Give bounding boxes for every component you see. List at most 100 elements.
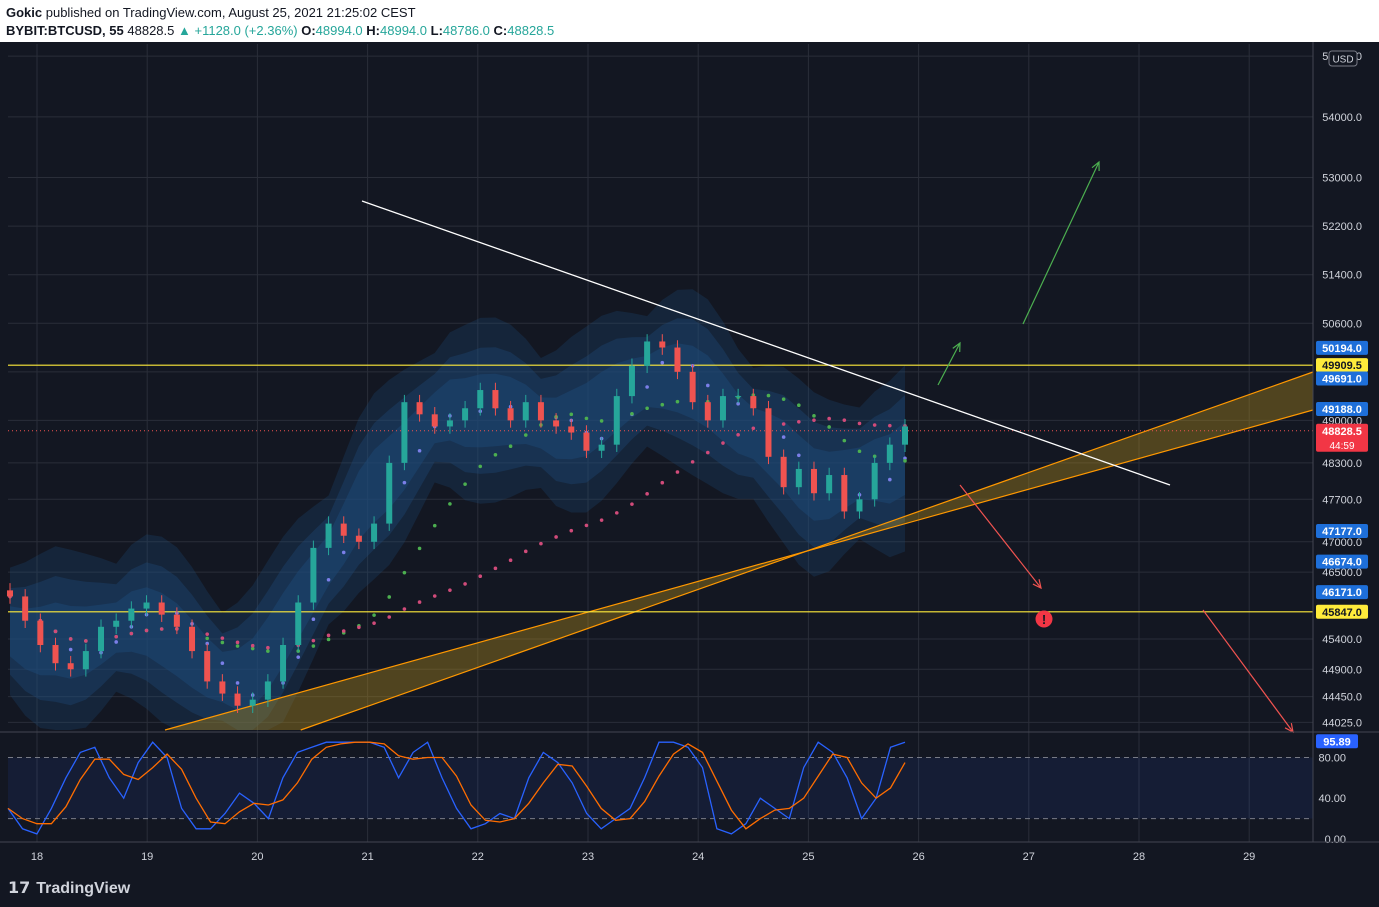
ma-slow-dot — [159, 627, 164, 631]
channel-lower-line[interactable] — [164, 409, 1314, 731]
alert-icon-glyph: ! — [1042, 612, 1046, 627]
volatility-band — [10, 343, 905, 710]
ma-mid-dot — [569, 412, 574, 417]
stoch-tick-label[interactable]: 40.00 — [1318, 793, 1346, 805]
ma-slow-dot — [599, 518, 604, 522]
ma-mid-dot — [660, 402, 665, 407]
stoch-value-box[interactable] — [1316, 734, 1358, 749]
ma-mid-dot — [599, 419, 604, 423]
bear-arrow-long[interactable] — [1202, 609, 1294, 733]
stoch-band — [8, 757, 1313, 819]
ma-mid-dot — [842, 438, 847, 443]
ma-slow-dot — [584, 523, 589, 528]
time-tick-label[interactable]: 23 — [582, 851, 594, 863]
ma-fast-dot — [417, 448, 422, 453]
price-tick-label[interactable]: 47700.0 — [1322, 494, 1362, 506]
bear-arrow-short[interactable] — [959, 484, 1042, 589]
ma-fast-dot — [296, 655, 301, 659]
price-tick-label[interactable]: 45400.0 — [1322, 634, 1362, 646]
time-tick-label[interactable]: 22 — [472, 851, 484, 863]
time-tick-label[interactable]: 29 — [1243, 851, 1255, 863]
candle-body — [583, 432, 590, 451]
ma-mid-dot — [205, 636, 210, 641]
price-tick-label[interactable]: 48300.0 — [1322, 458, 1362, 470]
price-tick-label[interactable]: 54000.0 — [1322, 112, 1362, 124]
ascending-channel[interactable] — [164, 371, 1314, 731]
price-tick-label[interactable]: 47000.0 — [1322, 537, 1362, 549]
price-tick-label[interactable]: 51400.0 — [1322, 270, 1362, 282]
bull-arrow-long-head[interactable] — [1091, 160, 1100, 172]
publish-info: published on TradingView.com, August 25,… — [42, 5, 416, 20]
volatility-band — [10, 318, 905, 730]
symbol-label[interactable]: BYBIT:BTCUSD, 55 — [6, 23, 124, 38]
bear-arrow-short-head[interactable] — [1032, 579, 1042, 590]
price-label-box[interactable] — [1316, 401, 1368, 416]
stochastic-pane — [0, 731, 1379, 835]
time-tick-label[interactable]: 28 — [1133, 851, 1145, 863]
ma-slow-dot — [781, 422, 786, 426]
price-label-box[interactable] — [1316, 358, 1368, 373]
chart-canvas[interactable]: ! 55000.054000.053000.052200.051400.0506… — [0, 42, 1379, 907]
publish-line: Gokic published on TradingView.com, Augu… — [6, 5, 416, 20]
ma-slow-dot — [539, 541, 543, 546]
ma-fast-dot — [220, 661, 225, 666]
bull-arrow-short[interactable] — [937, 342, 961, 386]
time-tick-label[interactable]: 20 — [251, 851, 263, 863]
price-tick-label[interactable]: 53000.0 — [1322, 173, 1362, 185]
ma-fast-dot — [660, 360, 665, 365]
chart-header: Gokic published on TradingView.com, Augu… — [0, 0, 1379, 42]
candle-body — [765, 408, 772, 457]
tradingview-logo[interactable]: 𝟭𝟳 TradingView — [8, 878, 130, 898]
time-tick-label[interactable]: 25 — [802, 851, 814, 863]
price-axis[interactable]: 55000.054000.053000.052200.051400.050600… — [1312, 42, 1368, 846]
author-name[interactable]: Gokic — [6, 5, 43, 20]
time-tick-label[interactable]: 19 — [141, 851, 153, 863]
ma-mid-dot — [781, 397, 786, 401]
candle-body — [355, 535, 362, 542]
price-tick-label[interactable]: 50600.0 — [1322, 318, 1362, 330]
time-tick-label[interactable]: 24 — [692, 851, 704, 863]
ma-slow-dot — [84, 639, 88, 643]
alert-icon[interactable] — [1035, 610, 1053, 628]
bull-arrow-short-head[interactable] — [952, 341, 961, 353]
price-label-box[interactable] — [1316, 371, 1368, 386]
ma-mid-dot — [448, 502, 452, 506]
ma-slow-dot — [129, 631, 134, 636]
stoch-tick-label[interactable]: 0.00 — [1325, 834, 1346, 846]
time-tick-label[interactable]: 26 — [912, 851, 924, 863]
trendlines[interactable]: ! — [361, 160, 1294, 734]
time-tick-label[interactable]: 18 — [31, 851, 43, 863]
ma-slow-dot — [432, 594, 437, 598]
ma-slow-dot — [341, 629, 346, 633]
ma-fast-dot — [888, 477, 892, 482]
candle-body — [795, 468, 802, 488]
ma-mid-dot — [857, 449, 862, 454]
price-label-box[interactable] — [1316, 554, 1368, 569]
time-tick-label[interactable]: 27 — [1023, 851, 1035, 863]
ma-slow-dot — [888, 423, 892, 428]
ma-slow-dot — [357, 625, 361, 630]
candle-body — [886, 444, 893, 463]
time-axis[interactable]: 18 19 20 21 22 23 24 25 26 27 28 29 — [0, 841, 1379, 863]
currency-badge[interactable] — [1328, 50, 1358, 67]
bull-arrow-long[interactable] — [1022, 161, 1100, 325]
resistance-trendline[interactable] — [361, 200, 1171, 486]
ma-slow-dot — [690, 460, 695, 464]
price-tick-label[interactable]: 44025.0 — [1322, 717, 1362, 729]
price-label-box[interactable] — [1316, 524, 1368, 539]
tradingview-logo-icon: 𝟭𝟳 — [8, 880, 31, 897]
price-label-box[interactable] — [1316, 604, 1368, 619]
price-label-box[interactable] — [1316, 340, 1368, 355]
time-tick-label[interactable]: 21 — [361, 851, 373, 863]
horizontal-levels[interactable] — [8, 364, 1313, 613]
price-label-box[interactable] — [1316, 585, 1368, 600]
price-tick-label[interactable]: 44900.0 — [1322, 664, 1362, 676]
channel-upper-line[interactable] — [300, 371, 1314, 731]
ma-slow-dot — [402, 607, 407, 611]
price-label-box[interactable] — [1316, 423, 1368, 452]
stoch-tick-label[interactable]: 80.00 — [1318, 752, 1346, 764]
ma-slow-dot — [797, 420, 801, 424]
price-tick-label[interactable]: 52200.0 — [1322, 221, 1362, 233]
price-tick-label[interactable]: 46500.0 — [1322, 567, 1362, 579]
price-tick-label[interactable]: 44450.0 — [1322, 692, 1362, 704]
